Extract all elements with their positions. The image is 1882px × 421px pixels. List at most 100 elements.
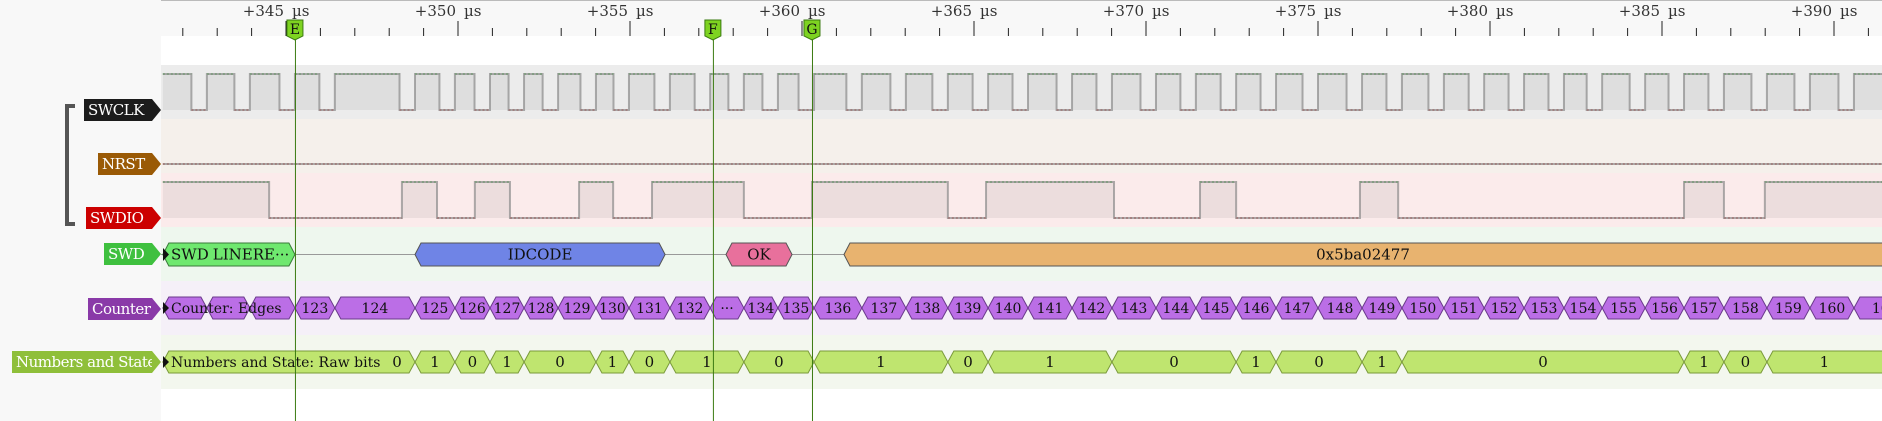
counter-annotation-label: 130 xyxy=(599,301,626,317)
marker-flag-g[interactable]: G xyxy=(803,19,821,41)
counter-annotation-label: 134 xyxy=(748,301,775,317)
counter-annotation-label: 127 xyxy=(494,301,521,317)
counter-annotation-label: 156 xyxy=(1651,301,1678,317)
marker-label: G xyxy=(806,22,817,38)
counter-annotation-label: 142 xyxy=(1079,301,1106,317)
swclk-high-fill xyxy=(162,74,1882,110)
counter-annotation-label: 151 xyxy=(1451,301,1478,317)
tick-unit: µs xyxy=(292,2,309,20)
swd-annotation xyxy=(843,242,1882,267)
swd-annotation xyxy=(414,242,666,267)
channel-label-swdio[interactable]: SWDIO xyxy=(86,207,161,229)
swdio-trace xyxy=(162,181,1882,219)
marker-flag-e[interactable]: E xyxy=(286,19,304,41)
tick-unit: µs xyxy=(1840,2,1857,20)
channel-label-nrst[interactable]: NRST xyxy=(98,153,161,175)
counter-annotation-label: 149 xyxy=(1369,301,1396,317)
tick-unit: µs xyxy=(464,2,481,20)
counter-annotation-label: 161 xyxy=(1872,301,1882,317)
numbers-annotation-label: 1 xyxy=(1045,353,1055,371)
numbers-annotation-label: 0 xyxy=(1314,353,1324,371)
tick-label: +370 xyxy=(1103,2,1144,20)
numbers-annotation-label: 1 xyxy=(430,353,440,371)
time-ruler xyxy=(161,0,1882,36)
counter-annotation-label: 144 xyxy=(1163,301,1190,317)
counter-annotation-label: 159 xyxy=(1775,301,1802,317)
numbers-annotation-label: 0 xyxy=(555,353,565,371)
tick-unit: µs xyxy=(1496,2,1513,20)
tick-label: +375 xyxy=(1275,2,1316,20)
counter-annotation-label: 139 xyxy=(955,301,982,317)
numbers-expand-arrow-icon xyxy=(163,356,169,368)
tick-label: +355 xyxy=(587,2,628,20)
counter-annotation-label: 126 xyxy=(459,301,486,317)
decoder-label-counter[interactable]: Counter xyxy=(88,298,161,320)
counter-annotation-label: 157 xyxy=(1691,301,1718,317)
counter-annotation-label: 160 xyxy=(1819,301,1846,317)
counter-annotation-label: 123 xyxy=(302,301,329,317)
counter-annotation-label: ··· xyxy=(720,301,733,317)
counter-annotation-label: 124 xyxy=(362,301,389,317)
numbers-title-overlay: Numbers and State: Raw bits xyxy=(171,355,380,371)
swd-annotation-label: LINERE··· xyxy=(213,246,290,264)
counter-title-overlay: Counter: Edges xyxy=(171,301,282,317)
numbers-annotation-label: 1 xyxy=(1251,353,1261,371)
marker-flag-shape xyxy=(286,19,304,41)
numbers-annotation-label: 0 xyxy=(392,353,402,371)
numbers-annotation-label: 1 xyxy=(1699,353,1709,371)
channel-label-swclk[interactable]: SWCLK xyxy=(84,99,161,121)
swd-expand-arrow-icon xyxy=(163,248,169,261)
counter-annotation-label: 131 xyxy=(636,301,663,317)
marker-flag-f[interactable]: F xyxy=(704,19,722,41)
numbers-annotation-label: 1 xyxy=(608,353,618,371)
counter-expand-arrow-icon xyxy=(163,302,169,314)
swclk-trace xyxy=(162,73,1882,111)
swdio-high-fill xyxy=(162,182,1882,218)
tick-label: +380 xyxy=(1447,2,1488,20)
numbers-annotation-label: 1 xyxy=(702,353,712,371)
tick-unit: µs xyxy=(1152,2,1169,20)
marker-flag-shape xyxy=(803,19,821,41)
tick-label: +350 xyxy=(415,2,456,20)
numbers-annotation-label: 0 xyxy=(1741,353,1751,371)
marker-label: F xyxy=(708,22,718,38)
counter-annotation-label: 129 xyxy=(564,301,591,317)
counter-annotation-label: 152 xyxy=(1491,301,1518,317)
numbers-annotation-label: 1 xyxy=(876,353,886,371)
counter-annotation-label: 132 xyxy=(677,301,704,317)
swd-title-overlay: SWD xyxy=(171,246,209,264)
counter-annotation xyxy=(1853,296,1882,320)
numbers-annotation-label: 0 xyxy=(1538,353,1548,371)
tick-unit: µs xyxy=(636,2,653,20)
tick-unit: µs xyxy=(1324,2,1341,20)
tick-unit: µs xyxy=(808,2,825,20)
decoder-label-swd[interactable]: SWD xyxy=(104,243,161,265)
counter-annotation-label: 158 xyxy=(1732,301,1759,317)
numbers-annotation-label: 0 xyxy=(774,353,784,371)
swd-annotation-label: IDCODE xyxy=(508,246,573,264)
counter-annotation-label: 141 xyxy=(1037,301,1064,317)
swd-annotation xyxy=(725,242,793,267)
channel-group-bracket[interactable] xyxy=(65,104,75,226)
counter-annotation-label: 137 xyxy=(871,301,898,317)
numbers-annotation xyxy=(1766,350,1882,374)
tick-label: +360 xyxy=(759,2,800,20)
marker-flag-shape xyxy=(704,19,722,41)
numbers-annotation-label: 1 xyxy=(502,353,512,371)
counter-annotation-label: 154 xyxy=(1570,301,1597,317)
tick-label: +385 xyxy=(1619,2,1660,20)
swd-annotation-label: 0x5ba02477 xyxy=(1316,246,1410,264)
counter-annotation-label: 138 xyxy=(914,301,941,317)
marker-label: E xyxy=(290,22,300,38)
numbers-annotation-label: 0 xyxy=(645,353,655,371)
counter-annotation-label: 146 xyxy=(1243,301,1270,317)
decoder-label-numbers-and-state[interactable]: Numbers and State xyxy=(12,351,161,373)
tick-unit: µs xyxy=(980,2,997,20)
numbers-annotation-label: 0 xyxy=(468,353,478,371)
tick-label: +390 xyxy=(1791,2,1832,20)
numbers-annotation-label: 0 xyxy=(963,353,973,371)
counter-annotation-label: 143 xyxy=(1121,301,1148,317)
counter-annotation-label: 145 xyxy=(1203,301,1230,317)
counter-annotation-label: 148 xyxy=(1327,301,1354,317)
